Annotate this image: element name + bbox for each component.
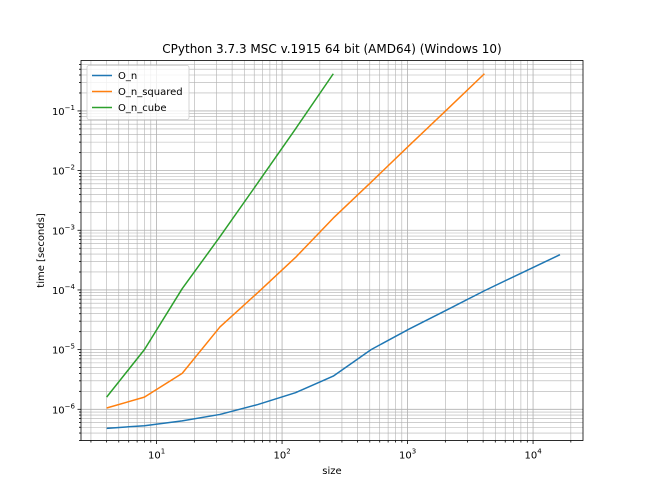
y-tick-label: 10−1 (52, 104, 75, 118)
series-line-O-n (106, 254, 561, 430)
plot-frame (80, 60, 584, 441)
x-tick-label: 102 (273, 448, 290, 462)
legend-label-O-n: O_n (118, 71, 137, 82)
x-tick-label: 104 (524, 448, 542, 462)
axis-ticks: 101 102 103 104 10−6 10−5 10−4 10−3 10−2 10−1 (52, 64, 572, 462)
y-tick-label: 10−5 (52, 343, 75, 357)
legend-box (86, 65, 190, 120)
legend-label-O-n-squared: O_n_squared (118, 87, 183, 98)
y-tick-label: 10−3 (52, 223, 75, 237)
series-lines (106, 73, 561, 430)
x-tick-label: 103 (399, 448, 416, 462)
legend-label-O-n-cube: O_n_cube (118, 103, 167, 114)
chart-title: CPython 3.7.3 MSC v.1915 64 bit (AMD64) … (162, 42, 501, 56)
series-line-O-n-cube (106, 73, 334, 398)
grid (81, 60, 583, 441)
series-line-O-n-squared (106, 73, 485, 409)
y-tick-label: 10−4 (52, 283, 76, 297)
legend: O_n O_n_squared O_n_cube (86, 65, 190, 120)
y-tick-label: 10−6 (52, 402, 76, 416)
x-tick-label: 101 (148, 448, 165, 462)
y-tick-label: 10−2 (52, 164, 75, 178)
y-axis-label: time [seconds] (36, 213, 47, 288)
x-axis-label: size (322, 466, 341, 477)
